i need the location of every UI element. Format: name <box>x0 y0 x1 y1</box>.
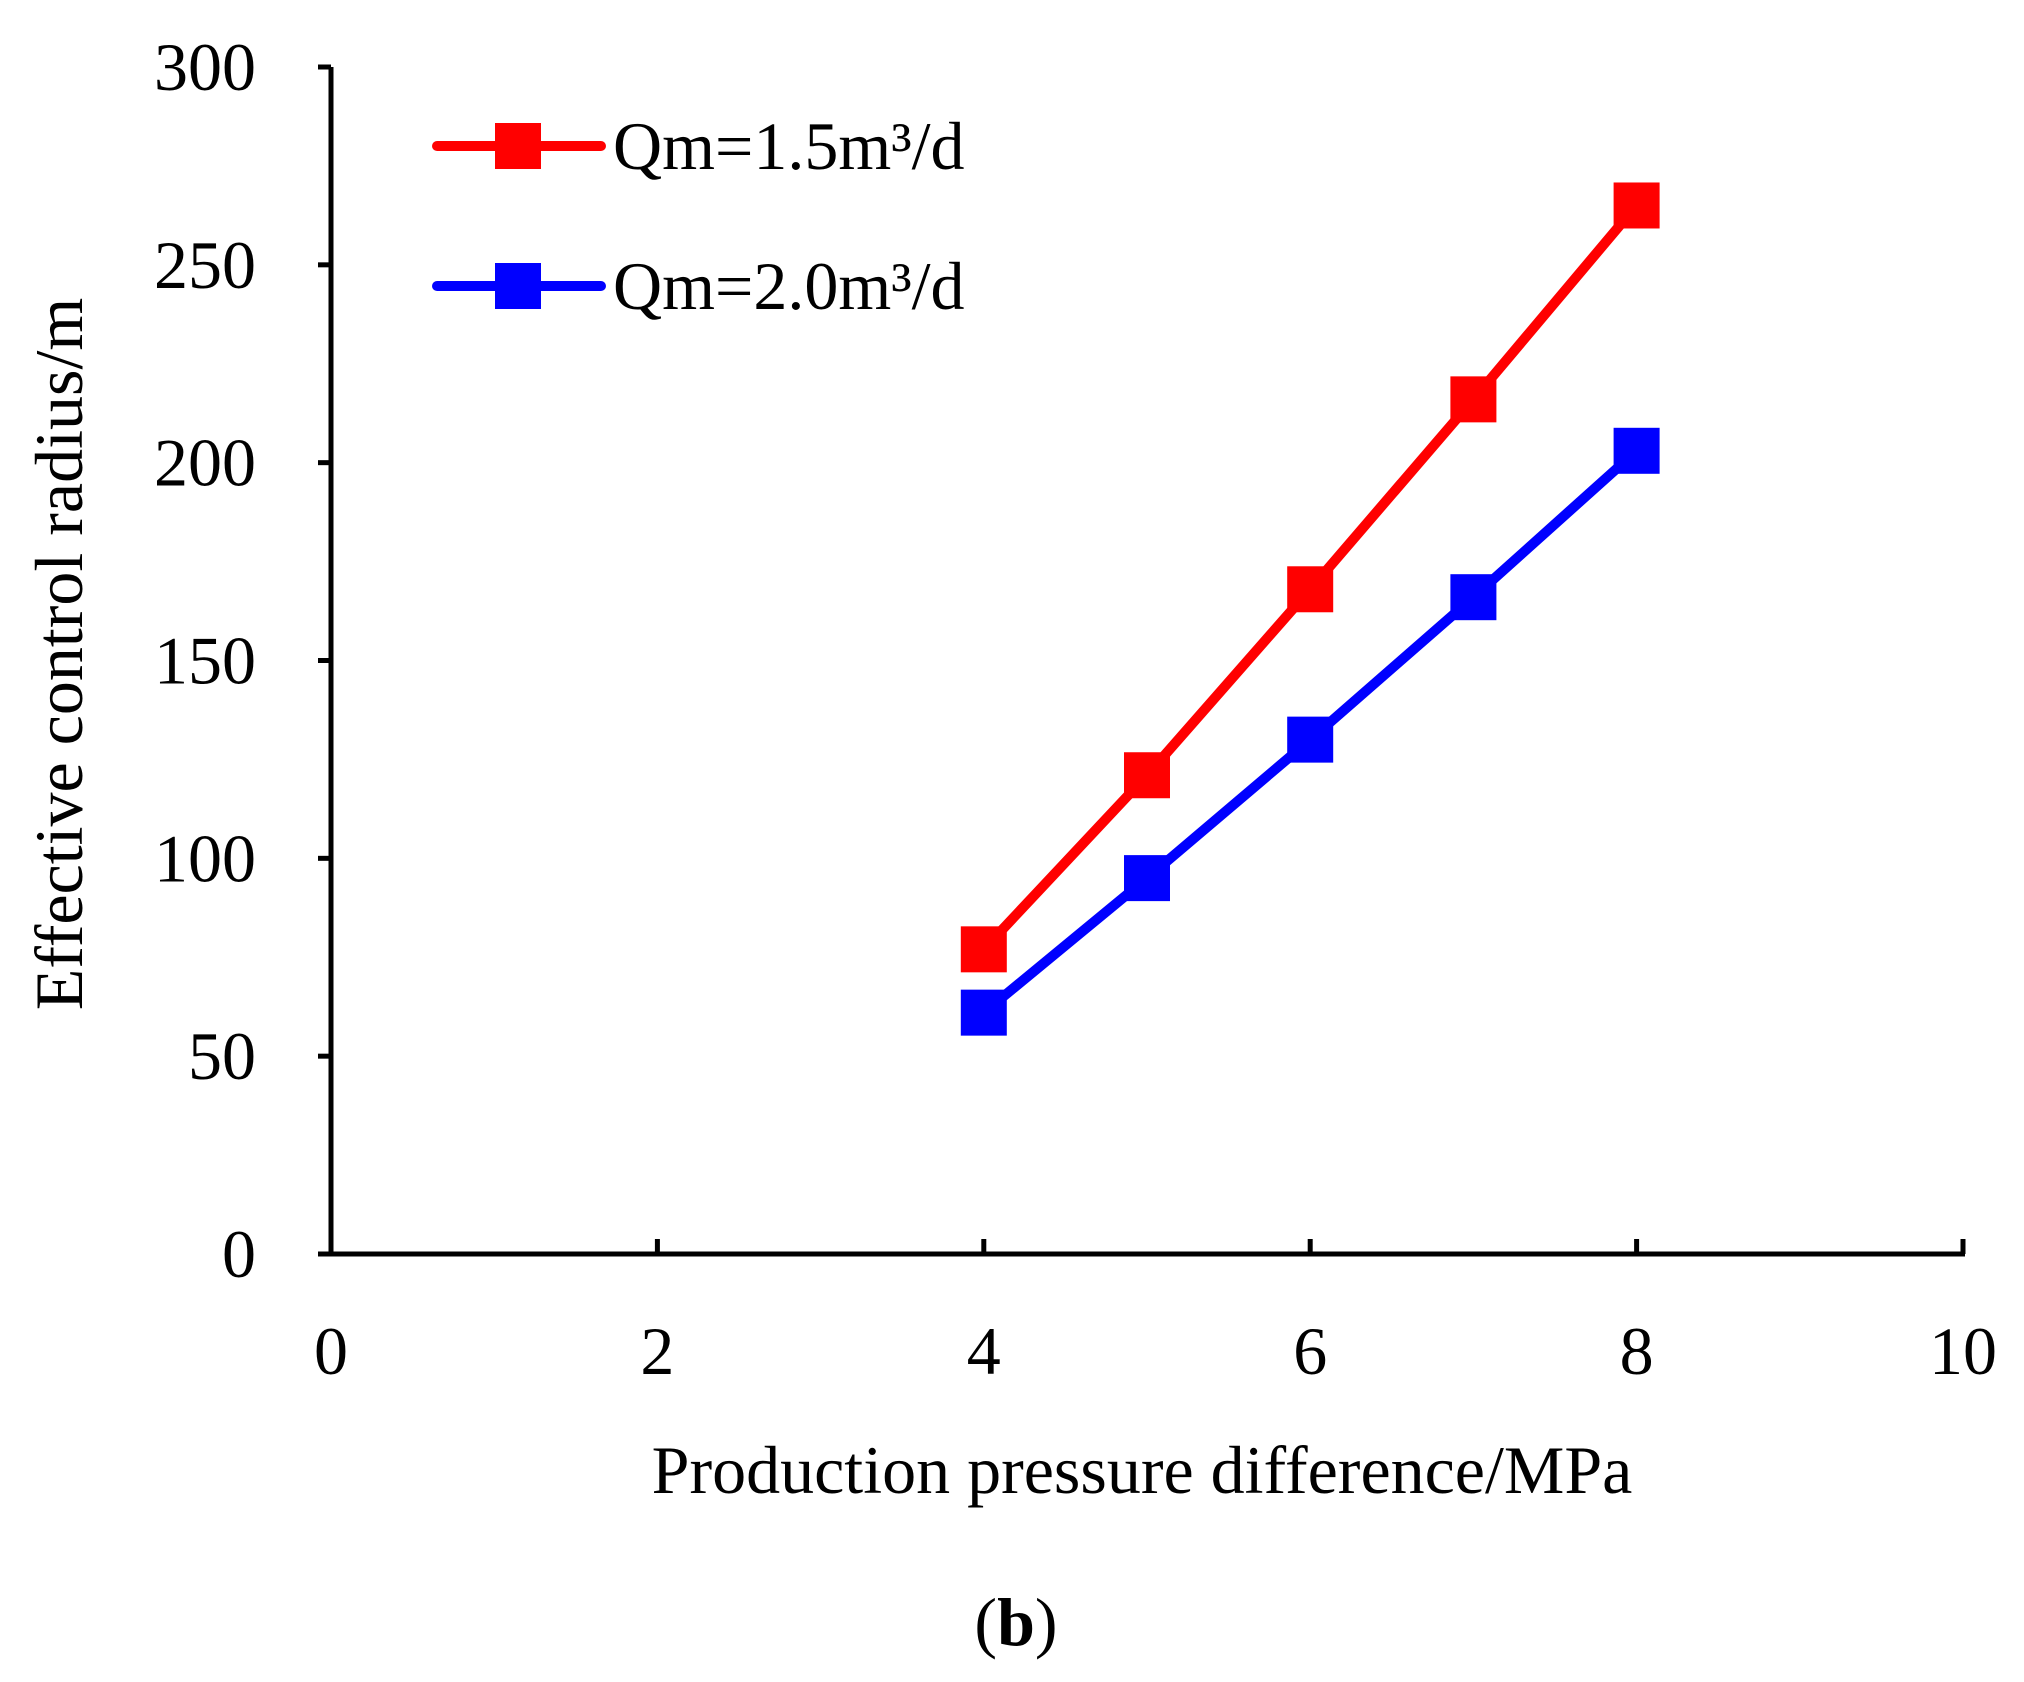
legend-entry: Qm=1.5m³/d <box>432 108 965 184</box>
y-tick-label: 100 <box>154 820 256 896</box>
data-point <box>960 989 1007 1036</box>
legend-marker <box>495 263 541 309</box>
legend-marker <box>495 123 541 169</box>
data-point <box>1287 716 1334 763</box>
x-axis-title: Production pressure difference/MPa <box>652 1432 1633 1508</box>
x-tick-label: 6 <box>1293 1313 1327 1389</box>
x-tick-label: 2 <box>640 1313 674 1389</box>
legend-label: Qm=1.5m³/d <box>613 108 965 184</box>
y-tick-label: 50 <box>188 1018 256 1094</box>
legend-label: Qm=2.0m³/d <box>613 248 965 324</box>
x-tick-label: 0 <box>314 1313 348 1389</box>
data-point <box>960 926 1007 973</box>
data-point <box>1450 574 1497 621</box>
series-layer <box>960 182 1660 1036</box>
x-tick-label: 8 <box>1620 1313 1654 1389</box>
series-1 <box>960 182 1660 973</box>
x-tick-label: 4 <box>967 1313 1001 1389</box>
series-2 <box>960 427 1660 1036</box>
data-point <box>1613 182 1660 229</box>
ticks: 0 50 100 150 200 250 300 0 2 4 6 8 10 <box>154 29 1997 1389</box>
y-tick-label: 150 <box>154 623 256 699</box>
y-tick-label: 300 <box>154 29 256 105</box>
legend-entry: Qm=2.0m³/d <box>432 248 965 324</box>
data-point <box>1450 376 1497 423</box>
data-point <box>1287 566 1334 613</box>
data-point <box>1124 752 1170 799</box>
legend: Qm=1.5m³/d Qm=2.0m³/d <box>432 108 965 324</box>
y-tick-label: 0 <box>222 1216 256 1292</box>
panel-label: (b) <box>974 1584 1057 1660</box>
data-point <box>1124 855 1170 902</box>
data-point <box>1613 427 1660 474</box>
x-tick-label: 10 <box>1929 1313 1997 1389</box>
y-axis-title: Effective control radius/m <box>21 298 97 1011</box>
axes <box>328 67 1965 1257</box>
y-tick-label: 200 <box>154 425 256 501</box>
y-tick-label: 250 <box>154 227 256 303</box>
